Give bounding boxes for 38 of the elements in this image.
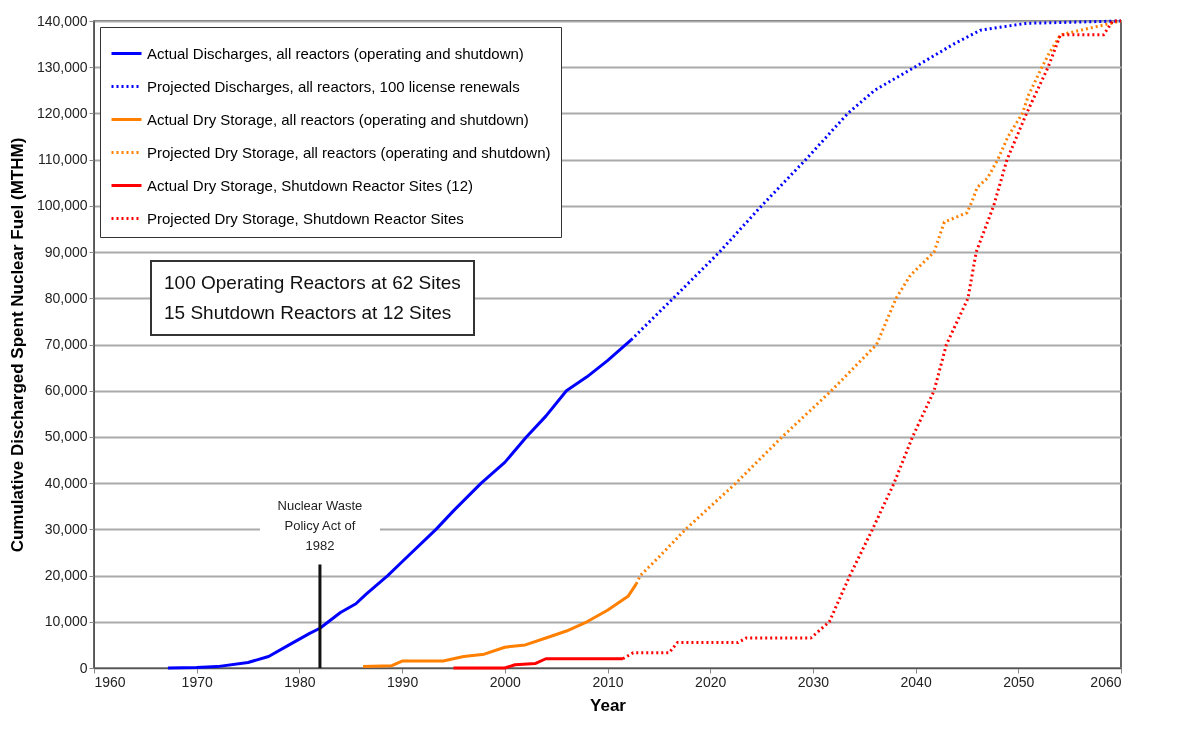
y-tick-label: 90,000 (44, 243, 88, 260)
legend-label: Actual Discharges, all reactors (operating and shutdown) (147, 44, 524, 62)
legend-label: Projected Dry Storage, Shutdown Reactor Sites (147, 209, 464, 227)
legend-label: Actual Dry Storage, all reactors (operating and shutdown) (147, 110, 529, 128)
y-tick-label: 120,000 (36, 104, 88, 121)
x-tick-label: 2020 (695, 673, 727, 690)
annotation: 100 Operating Reactors at 62 Sites (164, 271, 461, 295)
x-tick-label: 2040 (900, 673, 932, 690)
y-tick-label: 80,000 (44, 289, 88, 306)
x-tick-label: 1960 (94, 673, 126, 690)
y-tick-label: 30,000 (44, 520, 88, 537)
x-tick-label: 1990 (387, 673, 419, 690)
text-box: 100 Operating Reactors at 62 Sites 15 Shutdown Reactors at 12 Sites (150, 260, 475, 336)
legend-label: Projected Dry Storage, all reactors (operating and shutdown) (147, 143, 551, 161)
x-axis-title: Year (590, 695, 627, 715)
x-tick-label: 2010 (592, 673, 624, 690)
y-tick-label: 140,000 (36, 12, 88, 29)
legend-label: Actual Dry Storage, Shutdown Reactor Sites (12) (147, 176, 473, 194)
annotation: 15 Shutdown Reactors at 12 Sites (164, 301, 453, 325)
x-tick-label: 1970 (181, 673, 213, 690)
x-tick-label: 2050 (1003, 673, 1035, 690)
y-tick-label: 0 (79, 659, 88, 676)
y-tick-label: 50,000 (44, 428, 88, 445)
legend-label: Projected Discharges, all reactors, 100 license renewals (147, 77, 520, 95)
ref-line-label: Nuclear Waste Policy Act of 1982 (277, 498, 363, 554)
y-tick-label: 100,000 (36, 197, 88, 214)
x-tick-label: 1980 (284, 673, 316, 690)
y-tick-label: 130,000 (36, 58, 88, 75)
y-tick-label: 20,000 (44, 567, 88, 584)
x-tick-label: 2060 (1090, 673, 1122, 690)
y-tick-label: 40,000 (44, 474, 88, 491)
y-tick-label: 10,000 (44, 613, 88, 630)
y-tick-label: 70,000 (44, 336, 88, 352)
y-axis-title: Cumulative Discharged Spent Nuclear Fuel (MTHM) (7, 137, 27, 553)
y-tick-label: 60,000 (44, 382, 88, 399)
x-tick-label: 2000 (489, 673, 522, 690)
y-tick-label: 110,000 (37, 151, 88, 168)
x-tick-label: 2030 (797, 673, 830, 690)
